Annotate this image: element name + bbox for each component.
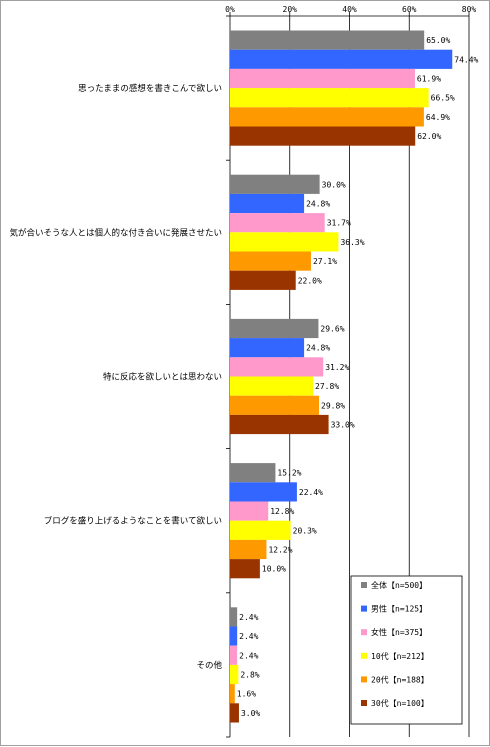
data-label: 62.0%	[417, 132, 441, 141]
legend: 全体【n=500】男性【n=125】女性【n=375】 10代【n=212】 20代…	[350, 575, 463, 725]
legend-entry: 20代【n=188】	[371, 674, 429, 684]
data-label: 61.9%	[417, 75, 441, 84]
legend-swatch	[361, 700, 367, 706]
legend-box	[350, 575, 463, 725]
category-label: 思ったままの感想を書きこんで欲しい	[78, 83, 222, 94]
data-label: 2.4%	[239, 613, 258, 622]
data-label: 27.1%	[313, 257, 337, 266]
bar	[230, 626, 238, 646]
x-tick-label: 80%	[462, 5, 477, 14]
category-label: 気が合いそうな人とは個人的な付き合いに発展させたい	[9, 227, 222, 238]
bar	[230, 338, 305, 358]
bar	[230, 193, 305, 214]
bar	[230, 376, 314, 396]
data-label: 64.9%	[426, 113, 450, 122]
bar	[230, 126, 416, 146]
legend-swatch	[361, 676, 367, 683]
data-label: 2.4%	[239, 651, 258, 660]
data-label: 1.6%	[237, 690, 256, 699]
category-label: ブログを盛り上げるようなことを書いて欲しい	[44, 516, 222, 527]
data-label: 30.0%	[322, 180, 346, 189]
x-tick-label: 20%	[283, 5, 298, 14]
bar-series	[230, 30, 453, 723]
bar	[230, 539, 267, 560]
bar	[230, 213, 325, 233]
data-label: 12.2%	[268, 546, 292, 555]
legend-entry: 30代【n=100】	[371, 698, 429, 708]
bar	[230, 318, 319, 339]
legend-entry: 男性【n=125】	[371, 604, 427, 614]
legend-entry: 女性【n=375】	[371, 627, 427, 637]
data-label: 29.8%	[321, 401, 345, 410]
legend-entry: 10代【n=212】	[371, 651, 429, 661]
data-label: 33.0%	[331, 421, 355, 430]
bar	[230, 645, 238, 665]
data-label: 66.5%	[431, 94, 455, 103]
bar	[230, 49, 453, 69]
data-label: 24.8%	[306, 344, 330, 353]
bar	[230, 414, 329, 435]
bar	[230, 88, 429, 108]
bar	[230, 501, 269, 521]
data-label: 31.7%	[327, 219, 351, 228]
bar	[230, 664, 239, 685]
category-labels: 思ったままの感想を書きこんで欲しい気が合いそうな人とは個人的な付き合いに発展させ…	[9, 83, 222, 671]
data-label: 24.8%	[306, 200, 330, 209]
bar	[230, 107, 424, 127]
category-label: その他	[196, 660, 222, 671]
data-label: 65.0%	[426, 36, 450, 45]
bar	[230, 607, 238, 627]
data-label: 22.4%	[299, 488, 323, 497]
data-label: 10.0%	[262, 565, 286, 574]
category-label: 特に反応を欲しいとは思わない	[103, 372, 222, 383]
legend-swatch	[361, 629, 367, 636]
data-label: 2.8%	[240, 671, 259, 680]
legend-entry: 全体【n=500】	[371, 580, 427, 590]
data-label: 74.4%	[454, 55, 478, 64]
bar	[230, 68, 415, 89]
bar	[230, 482, 297, 502]
data-label: 36.3%	[340, 238, 364, 247]
bar	[230, 463, 276, 483]
bar	[230, 174, 320, 194]
bar	[230, 30, 425, 50]
data-label: 15.2%	[277, 469, 301, 478]
data-label: 22.0%	[298, 276, 322, 285]
bar	[230, 251, 311, 271]
legend-swatch	[361, 605, 367, 612]
x-tick-label: 40%	[342, 5, 357, 14]
data-label: 12.8%	[270, 507, 294, 516]
bar	[230, 559, 260, 579]
bar	[230, 232, 339, 252]
bar	[230, 684, 235, 704]
bar	[230, 357, 324, 377]
data-label: 27.8%	[315, 382, 339, 391]
data-label: 31.2%	[325, 363, 349, 372]
data-label: 3.0%	[241, 709, 260, 718]
data-label: 2.4%	[239, 632, 258, 641]
x-tick-label: 60%	[402, 5, 417, 14]
legend-swatch	[361, 582, 367, 588]
data-label: 29.6%	[320, 325, 344, 334]
bar	[230, 520, 291, 540]
x-tick-label: 0%	[225, 5, 235, 14]
bar	[230, 270, 296, 290]
legend-swatch	[361, 652, 367, 659]
data-label: 20.3%	[293, 526, 317, 535]
data-labels: 65.0% 74.4% 61.9% 66.5% 64.9% 62.0% 30.0% 24.8%…	[237, 36, 479, 718]
bar	[230, 395, 320, 415]
bar	[230, 703, 239, 723]
